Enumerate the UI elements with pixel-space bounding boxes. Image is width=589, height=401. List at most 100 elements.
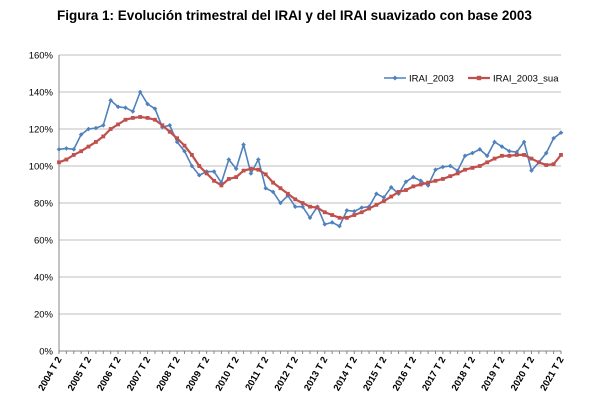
data-point <box>315 205 320 210</box>
data-point <box>521 139 527 145</box>
data-point <box>226 157 232 162</box>
data-point <box>175 136 180 141</box>
data-point <box>522 153 526 157</box>
x-tick-label: 2008 T 2 <box>154 355 182 393</box>
x-tick-label: 2015 T 2 <box>361 355 389 393</box>
data-point <box>433 178 438 183</box>
data-point <box>300 204 305 209</box>
x-tick-label: 2009 T 2 <box>184 355 212 393</box>
data-point <box>543 150 549 156</box>
data-point <box>374 191 379 197</box>
x-axis: 2004 T 2 2005 T 2 2006 T 2 2007 T 2 2008 T 2… <box>36 350 567 393</box>
data-point <box>71 147 77 152</box>
data-point <box>359 210 364 215</box>
data-point <box>300 201 305 205</box>
data-point <box>153 117 157 122</box>
data-point <box>123 117 128 122</box>
y-tick-label: 60% <box>34 236 54 247</box>
data-point <box>86 144 91 149</box>
series-IRAI_2003_sua <box>57 115 563 220</box>
data-point <box>477 164 482 168</box>
x-tick-label: 2010 T 2 <box>213 355 241 393</box>
data-point <box>551 162 556 167</box>
data-point <box>359 205 364 210</box>
data-point <box>418 178 424 184</box>
data-point <box>285 191 290 196</box>
data-point <box>160 123 165 128</box>
data-point <box>271 180 275 185</box>
data-point <box>249 166 253 171</box>
data-point <box>182 148 187 154</box>
data-point <box>86 126 91 132</box>
data-point <box>197 164 202 168</box>
legend: IRAI_2003 IRAI_2003_sua <box>384 74 559 85</box>
data-point <box>278 186 283 191</box>
data-point <box>56 147 62 152</box>
x-tick-label: 2011 T 2 <box>243 355 271 393</box>
data-point <box>514 153 519 157</box>
data-point <box>108 127 113 131</box>
series-IRAI_2003 <box>56 89 564 229</box>
data-point <box>145 116 150 120</box>
data-point <box>211 169 217 174</box>
data-point <box>101 134 106 139</box>
data-point <box>337 215 342 220</box>
data-point <box>256 167 261 172</box>
data-point <box>167 129 172 134</box>
data-point <box>411 174 416 180</box>
legend-swatch-marker <box>476 75 482 81</box>
data-point <box>381 199 386 204</box>
data-point <box>256 157 261 162</box>
data-point <box>344 208 350 213</box>
data-point <box>292 204 298 209</box>
data-point <box>404 188 408 192</box>
data-point <box>116 122 120 127</box>
x-tick-label: 2005 T 2 <box>66 355 94 393</box>
data-point <box>529 156 534 161</box>
data-point <box>551 135 556 141</box>
data-point <box>137 89 143 95</box>
x-tick-label: 2004 T 2 <box>36 355 64 393</box>
data-point <box>167 123 173 128</box>
data-point <box>196 172 202 178</box>
x-tick-label: 2021 T 2 <box>538 355 566 393</box>
y-axis: 0% 20% 40% 60% 80% 100% 120% 140% 160% <box>29 51 60 358</box>
data-point <box>64 157 69 162</box>
data-point <box>189 163 195 169</box>
data-point <box>293 197 298 202</box>
y-tick-label: 160% <box>29 51 54 62</box>
data-point <box>263 172 268 177</box>
x-tick-label: 2019 T 2 <box>479 355 507 393</box>
data-point <box>219 183 224 188</box>
data-point <box>351 209 357 214</box>
legend-entry: IRAI_2003_sua <box>468 74 559 85</box>
data-point <box>492 156 497 161</box>
data-point <box>492 139 497 145</box>
data-point <box>79 149 84 154</box>
data-point <box>558 130 564 135</box>
data-point <box>248 171 254 176</box>
data-point <box>57 160 61 165</box>
data-point <box>329 220 335 225</box>
data-point <box>529 168 534 173</box>
x-tick-label: 2013 T 2 <box>302 355 330 393</box>
data-point <box>93 125 99 131</box>
data-point <box>189 153 194 157</box>
data-point <box>270 189 276 195</box>
data-point <box>425 183 431 188</box>
data-point <box>307 215 313 221</box>
data-point <box>440 164 446 170</box>
data-point <box>462 153 468 159</box>
data-point <box>330 213 335 217</box>
data-point <box>145 101 150 107</box>
data-point <box>477 147 483 152</box>
y-tick-label: 120% <box>29 125 54 136</box>
data-point <box>485 160 490 165</box>
data-point <box>71 153 76 157</box>
series-lines <box>56 89 564 229</box>
data-point <box>78 132 84 137</box>
data-point <box>374 202 379 207</box>
data-point <box>352 213 357 217</box>
